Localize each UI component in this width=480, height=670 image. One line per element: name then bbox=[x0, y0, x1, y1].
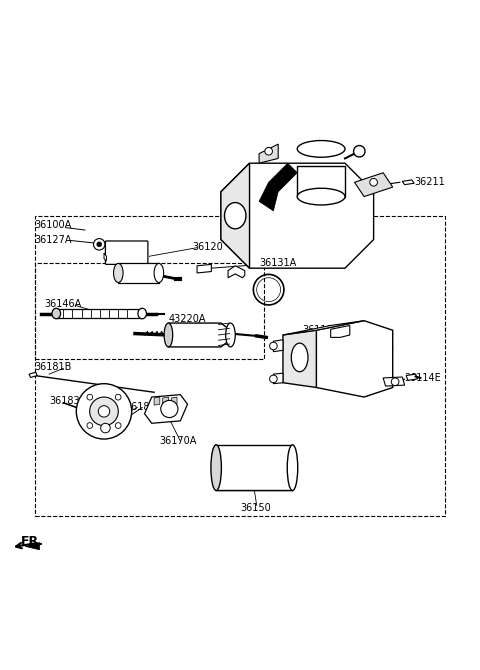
Text: 43220A: 43220A bbox=[168, 314, 206, 324]
Polygon shape bbox=[168, 323, 230, 347]
Text: 36182: 36182 bbox=[125, 401, 156, 411]
Text: 36114E: 36114E bbox=[405, 373, 442, 383]
Circle shape bbox=[98, 405, 110, 417]
Ellipse shape bbox=[226, 323, 235, 347]
FancyBboxPatch shape bbox=[106, 241, 148, 265]
Ellipse shape bbox=[287, 445, 298, 490]
Ellipse shape bbox=[164, 323, 173, 347]
Polygon shape bbox=[274, 373, 283, 384]
Polygon shape bbox=[331, 326, 350, 338]
Polygon shape bbox=[118, 263, 159, 283]
Polygon shape bbox=[154, 397, 160, 405]
Ellipse shape bbox=[291, 343, 308, 372]
Circle shape bbox=[370, 178, 377, 186]
Text: 36183: 36183 bbox=[49, 396, 80, 406]
Text: 36110: 36110 bbox=[302, 325, 333, 335]
Ellipse shape bbox=[297, 141, 345, 157]
Polygon shape bbox=[406, 374, 418, 381]
Circle shape bbox=[76, 384, 132, 439]
Text: FR.: FR. bbox=[21, 535, 44, 547]
Circle shape bbox=[87, 395, 93, 400]
Polygon shape bbox=[25, 543, 39, 550]
Ellipse shape bbox=[297, 188, 345, 205]
Polygon shape bbox=[259, 163, 297, 211]
Polygon shape bbox=[144, 395, 188, 423]
Polygon shape bbox=[221, 163, 250, 268]
Polygon shape bbox=[221, 163, 373, 268]
Polygon shape bbox=[283, 321, 364, 335]
Text: 36211: 36211 bbox=[414, 178, 445, 188]
Circle shape bbox=[354, 145, 365, 157]
Polygon shape bbox=[228, 266, 245, 278]
Polygon shape bbox=[29, 373, 37, 377]
Text: 36131A: 36131A bbox=[259, 259, 296, 269]
Text: 36150: 36150 bbox=[240, 502, 271, 513]
Polygon shape bbox=[274, 340, 283, 352]
Circle shape bbox=[115, 395, 121, 400]
Ellipse shape bbox=[211, 445, 221, 490]
Ellipse shape bbox=[114, 263, 123, 283]
Polygon shape bbox=[383, 377, 405, 386]
Text: 36181B: 36181B bbox=[35, 362, 72, 373]
Circle shape bbox=[90, 397, 118, 425]
Ellipse shape bbox=[138, 308, 146, 319]
Polygon shape bbox=[283, 330, 316, 387]
Circle shape bbox=[391, 378, 399, 386]
Circle shape bbox=[101, 423, 110, 433]
Circle shape bbox=[115, 423, 121, 428]
Circle shape bbox=[94, 239, 105, 250]
Polygon shape bbox=[171, 397, 177, 405]
Text: 36146A: 36146A bbox=[44, 299, 82, 309]
Polygon shape bbox=[104, 253, 107, 261]
Circle shape bbox=[270, 342, 277, 350]
Ellipse shape bbox=[225, 202, 246, 229]
Polygon shape bbox=[197, 265, 211, 273]
Circle shape bbox=[87, 423, 93, 428]
Circle shape bbox=[97, 242, 102, 247]
Polygon shape bbox=[297, 165, 345, 196]
Text: 36170A: 36170A bbox=[159, 436, 196, 446]
Circle shape bbox=[265, 147, 273, 155]
Polygon shape bbox=[56, 309, 142, 318]
Text: 36170: 36170 bbox=[75, 407, 106, 416]
Polygon shape bbox=[216, 445, 292, 490]
Polygon shape bbox=[163, 397, 168, 405]
Polygon shape bbox=[316, 321, 393, 397]
Polygon shape bbox=[259, 144, 278, 163]
Polygon shape bbox=[355, 173, 393, 196]
Ellipse shape bbox=[52, 308, 60, 319]
Text: 36127A: 36127A bbox=[35, 234, 72, 245]
Polygon shape bbox=[402, 180, 414, 185]
Circle shape bbox=[161, 401, 178, 417]
Text: 36120: 36120 bbox=[192, 242, 223, 252]
Text: 36100A: 36100A bbox=[35, 220, 72, 230]
Ellipse shape bbox=[154, 263, 164, 283]
Circle shape bbox=[270, 375, 277, 383]
